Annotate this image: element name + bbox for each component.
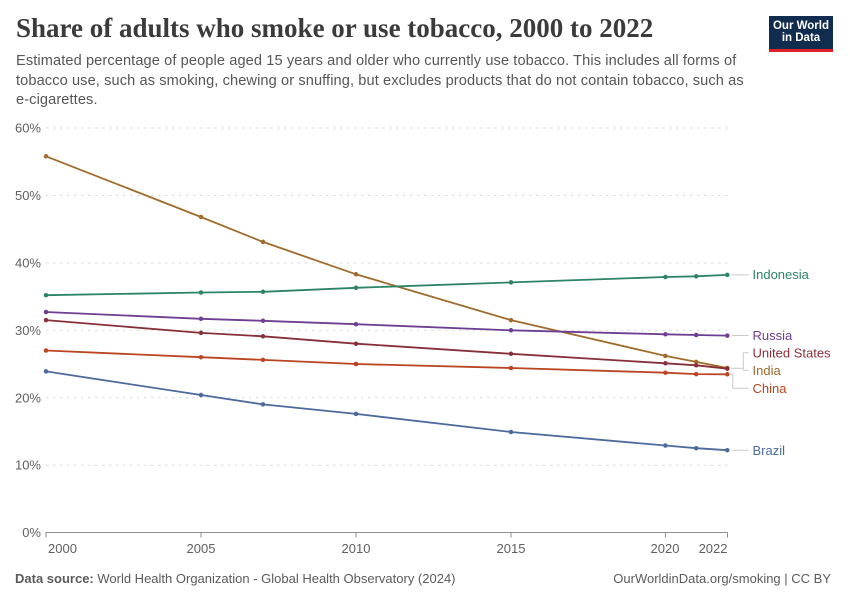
svg-text:2005: 2005 <box>187 541 216 556</box>
svg-text:China: China <box>753 381 788 396</box>
svg-text:20%: 20% <box>15 390 41 405</box>
svg-text:50%: 50% <box>15 188 41 203</box>
svg-text:India: India <box>753 363 782 378</box>
svg-text:30%: 30% <box>15 323 41 338</box>
svg-text:2010: 2010 <box>342 541 371 556</box>
svg-text:Brazil: Brazil <box>753 443 786 458</box>
svg-text:2015: 2015 <box>497 541 526 556</box>
svg-text:10%: 10% <box>15 458 41 473</box>
svg-text:0%: 0% <box>22 525 41 540</box>
svg-text:Indonesia: Indonesia <box>753 267 810 282</box>
svg-text:2020: 2020 <box>651 541 680 556</box>
svg-text:2022: 2022 <box>699 541 728 556</box>
svg-text:60%: 60% <box>15 121 41 136</box>
svg-text:40%: 40% <box>15 256 41 271</box>
svg-text:United States: United States <box>753 346 832 361</box>
svg-text:2000: 2000 <box>48 541 77 556</box>
svg-text:Russia: Russia <box>753 328 794 343</box>
